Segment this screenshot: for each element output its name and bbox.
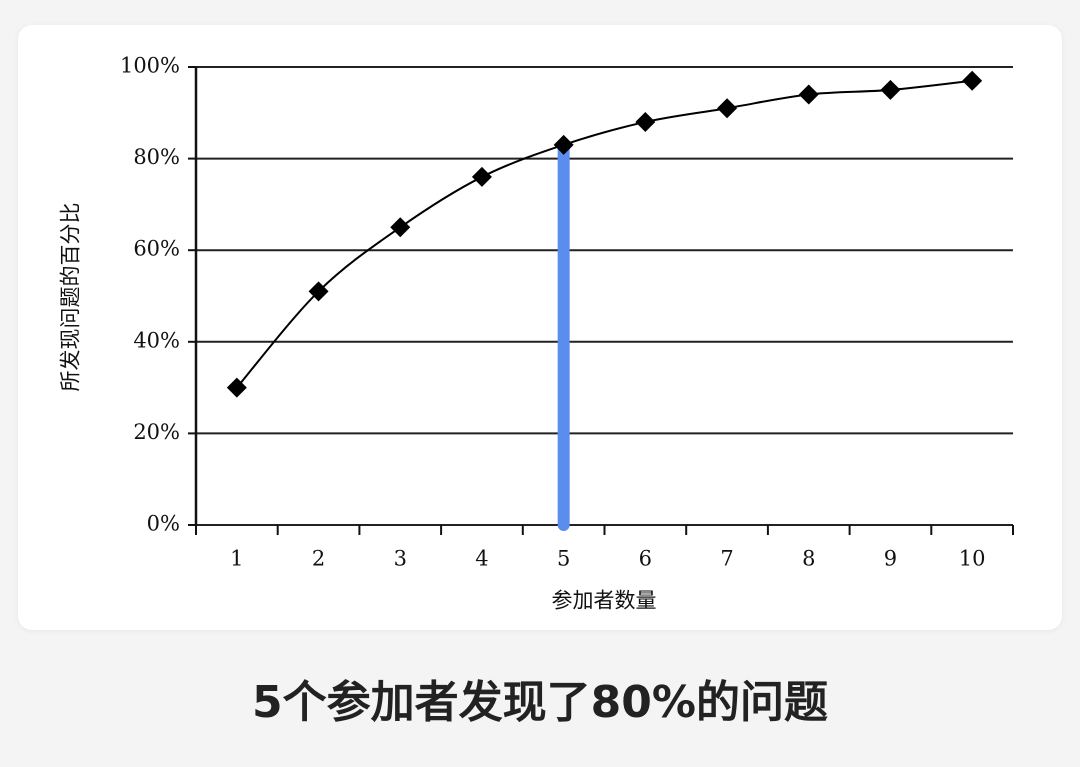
x-axis-label: 参加者数量	[552, 589, 657, 613]
caption: 5个参加者发现了80%的问题	[252, 677, 828, 728]
data-point	[390, 217, 411, 238]
data-point	[226, 377, 247, 398]
x-tick-label: 6	[639, 547, 652, 571]
data-point	[553, 134, 574, 155]
x-tick-label: 7	[720, 547, 733, 571]
data-point	[798, 84, 819, 105]
x-tick-label: 8	[802, 547, 815, 571]
y-axis-label: 所发现问题的百分比	[59, 203, 83, 392]
card	[18, 25, 1062, 630]
x-tick-label: 1	[230, 547, 243, 571]
y-tick-label: 20%	[133, 420, 180, 444]
x-tick-label: 9	[884, 547, 897, 571]
data-point	[635, 111, 656, 132]
data-point	[471, 166, 492, 187]
y-tick-label: 80%	[133, 145, 180, 169]
data-point	[308, 281, 329, 302]
y-tick-label: 60%	[133, 237, 180, 261]
y-tick-label: 40%	[133, 328, 180, 352]
series-line	[236, 79, 973, 389]
y-tick-label: 0%	[147, 512, 180, 536]
x-tick-label: 4	[475, 547, 488, 571]
data-point	[962, 70, 983, 91]
data-point	[880, 79, 901, 100]
x-tick-label: 10	[959, 547, 986, 571]
data-point	[717, 98, 738, 119]
x-tick-label: 2	[312, 547, 325, 571]
y-tick-label: 100%	[120, 54, 180, 78]
x-tick-label: 5	[557, 547, 570, 571]
x-tick-label: 3	[394, 547, 407, 571]
